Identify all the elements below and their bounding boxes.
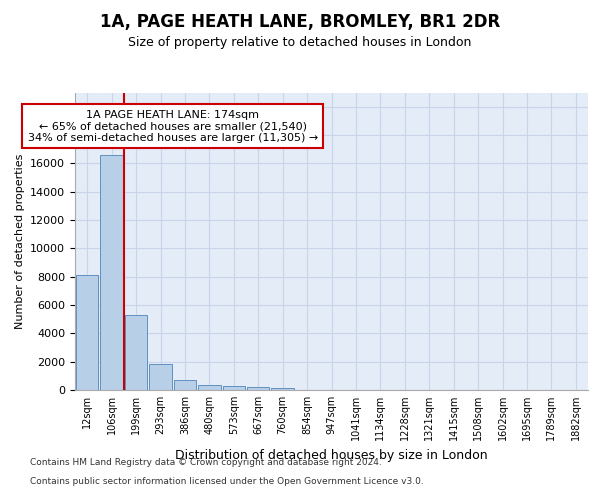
Text: Contains HM Land Registry data © Crown copyright and database right 2024.: Contains HM Land Registry data © Crown c… xyxy=(30,458,382,467)
Bar xyxy=(198,384,221,390)
Bar xyxy=(223,386,245,390)
Y-axis label: Number of detached properties: Number of detached properties xyxy=(14,154,25,329)
Bar xyxy=(271,388,294,390)
Bar xyxy=(100,155,123,390)
X-axis label: Distribution of detached houses by size in London: Distribution of detached houses by size … xyxy=(175,448,488,462)
Bar xyxy=(125,315,148,390)
Text: 1A PAGE HEATH LANE: 174sqm
← 65% of detached houses are smaller (21,540)
34% of : 1A PAGE HEATH LANE: 174sqm ← 65% of deta… xyxy=(28,110,318,142)
Bar xyxy=(76,275,98,390)
Bar xyxy=(149,364,172,390)
Bar xyxy=(173,380,196,390)
Text: Contains public sector information licensed under the Open Government Licence v3: Contains public sector information licen… xyxy=(30,476,424,486)
Text: 1A, PAGE HEATH LANE, BROMLEY, BR1 2DR: 1A, PAGE HEATH LANE, BROMLEY, BR1 2DR xyxy=(100,14,500,32)
Text: Size of property relative to detached houses in London: Size of property relative to detached ho… xyxy=(128,36,472,49)
Bar xyxy=(247,388,269,390)
